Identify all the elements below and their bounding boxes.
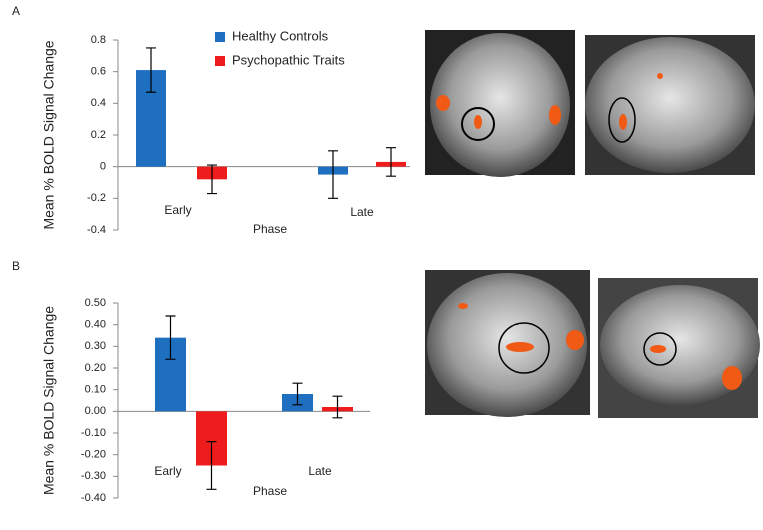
- activation: [474, 115, 482, 129]
- y-tick-label: 0.40: [85, 319, 106, 331]
- y-axis-label: Mean % BOLD Signal Change: [41, 306, 57, 495]
- brain-image: [585, 37, 755, 173]
- activation: [458, 303, 468, 309]
- x-tick-label: Late: [350, 205, 374, 219]
- activation: [549, 105, 561, 125]
- activation: [657, 73, 663, 79]
- x-tick-label: Early: [164, 203, 191, 217]
- panel-label: A: [12, 4, 20, 18]
- legend-label: Healthy Controls: [232, 28, 329, 43]
- brain-image: [427, 273, 587, 417]
- y-tick-label: -0.40: [81, 492, 106, 504]
- activation: [650, 345, 666, 353]
- y-tick-label: 0.2: [91, 129, 106, 141]
- x-axis-label: Phase: [253, 484, 287, 498]
- legend-swatch: [215, 32, 225, 42]
- legend-swatch: [215, 56, 225, 66]
- activation: [722, 366, 742, 390]
- y-tick-label: 0.00: [85, 405, 106, 417]
- activation: [436, 95, 450, 111]
- y-tick-label: -0.10: [81, 427, 106, 439]
- panel-label: B: [12, 259, 20, 273]
- y-tick-label: 0.8: [91, 34, 106, 46]
- y-tick-label: -0.2: [87, 192, 106, 204]
- activation: [566, 330, 584, 350]
- activation: [506, 342, 534, 352]
- y-tick-label: 0.30: [85, 340, 106, 352]
- figure: AMean % BOLD Signal Change-0.4-0.200.20.…: [0, 0, 763, 525]
- y-tick-label: 0.20: [85, 362, 106, 374]
- y-tick-label: -0.20: [81, 449, 106, 461]
- y-tick-label: -0.30: [81, 470, 106, 482]
- y-tick-label: 0.4: [91, 97, 106, 109]
- x-axis-label: Phase: [253, 222, 287, 236]
- x-tick-label: Early: [154, 464, 181, 478]
- brain-images: [425, 30, 760, 418]
- y-tick-label: 0: [100, 161, 106, 173]
- y-axis-label: Mean % BOLD Signal Change: [41, 40, 57, 229]
- y-tick-label: 0.6: [91, 66, 106, 78]
- y-tick-label: 0.10: [85, 384, 106, 396]
- x-tick-label: Late: [308, 464, 332, 478]
- activation: [619, 114, 627, 130]
- y-tick-label: 0.50: [85, 297, 106, 309]
- brain-image: [430, 33, 570, 177]
- y-tick-label: -0.4: [87, 224, 106, 236]
- legend-label: Psychopathic Traits: [232, 52, 345, 67]
